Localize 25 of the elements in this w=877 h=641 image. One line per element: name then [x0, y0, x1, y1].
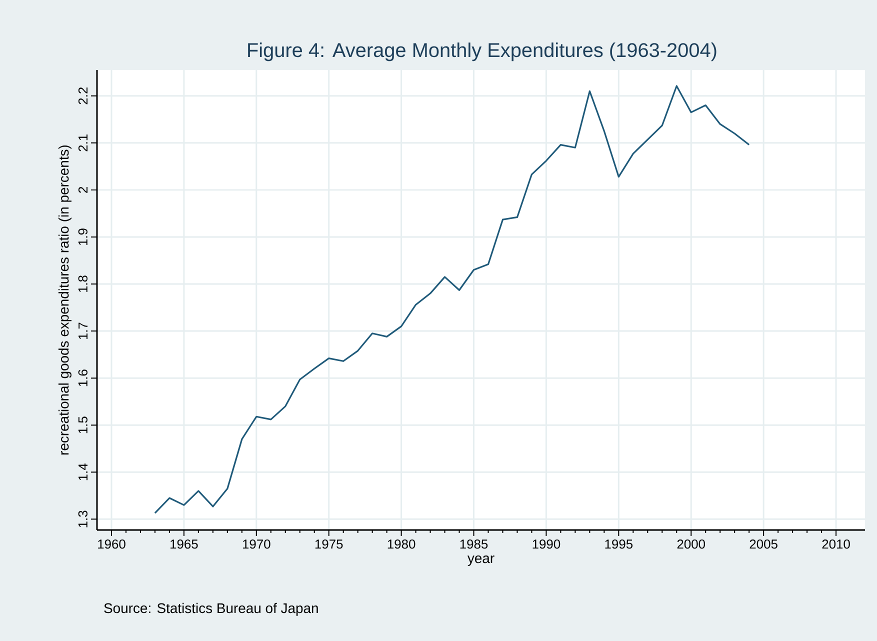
y-tick-label: 1.7	[78, 322, 88, 340]
y-tick-label: 1.8	[78, 276, 88, 292]
x-axis-title: year	[467, 556, 494, 566]
y-tick-label: 2.1	[78, 134, 88, 152]
y-tick-label: 2	[78, 186, 88, 193]
y-tick-label: 1.6	[78, 370, 88, 386]
y-tick-label: 1.4	[78, 464, 88, 480]
source-note: Source: Statistics Bureau of Japan	[104, 602, 318, 616]
y-tick-label: 1.5	[78, 416, 88, 434]
x-tick-label: 1990	[532, 540, 560, 549]
x-tick-label: 2005	[750, 540, 778, 549]
y-tick-label: 1.9	[78, 228, 88, 245]
x-tick-label: 1970	[242, 540, 270, 549]
x-tick-label: 1975	[315, 540, 343, 549]
y-tick-label: 2.2	[78, 88, 88, 104]
x-tick-label: 1995	[605, 540, 633, 549]
x-tick-label: 2010	[822, 540, 850, 549]
x-tick-label: 1985	[460, 540, 488, 549]
x-tick-label: 1965	[170, 540, 198, 549]
x-tick-label: 1980	[388, 540, 416, 549]
y-tick-label: 1.3	[78, 510, 88, 528]
chart-title: Figure 4: Average Monthly Expenditures (1963-2004)	[248, 42, 716, 62]
x-tick-label: 1960	[98, 540, 126, 549]
y-axis-title: recreational goods expenditures ratio (in percents)	[58, 145, 72, 455]
x-tick-label: 2000	[677, 540, 706, 549]
